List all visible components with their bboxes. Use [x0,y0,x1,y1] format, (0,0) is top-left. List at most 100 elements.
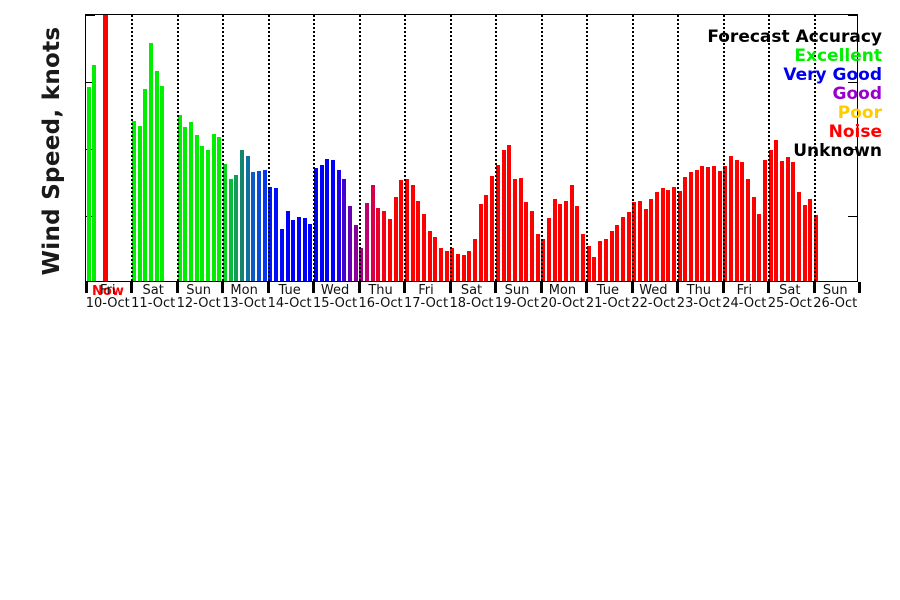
day-separator [176,15,179,281]
bar [689,172,694,281]
bar [694,169,699,281]
x-axis-day-label: Fri 17-Oct [394,284,457,311]
bar [268,187,273,281]
bar [279,229,284,281]
day-of-week: Thu [686,283,712,298]
day-separator [404,15,407,281]
x-axis-day-label: Wed 15-Oct [303,284,366,311]
bar [581,234,586,281]
bar [291,220,296,281]
day-of-week: Fri [99,283,116,298]
bar [416,200,421,281]
y-tick-10 [848,216,857,217]
day-date: 23-Oct [676,296,721,311]
day-of-week: Sun [504,283,530,298]
bar [382,210,387,281]
bar [143,88,148,281]
bar [791,161,796,281]
bar [728,156,733,281]
bar [603,238,608,281]
legend-item-very-good: Very Good [783,65,882,85]
bar [177,114,182,281]
day-separator [449,15,452,281]
day-separator [586,15,589,281]
day-separator [540,15,543,281]
bar [387,218,392,281]
day-date: 24-Oct [722,296,767,311]
x-axis-day-label: Mon 13-Oct [212,284,275,311]
plot-inner [86,15,857,281]
x-axis-day-label: Tue 21-Oct [576,284,639,311]
x-axis-tick [357,282,361,293]
day-date: 17-Oct [403,296,449,311]
bar [365,202,370,281]
bar [92,64,97,281]
x-axis-tick [221,282,225,293]
x-axis-day-label: Sun 12-Oct [167,284,230,311]
bar [740,161,745,281]
x-axis-tick [403,282,407,293]
x-axis-tick [85,282,88,293]
day-separator [631,15,634,281]
bar [228,179,233,281]
bar [541,238,546,281]
day-of-week: Tue [278,283,301,298]
day-of-week: Mon [548,283,577,298]
bar [808,198,813,281]
y-tick-20 [848,149,857,150]
bar [160,86,165,281]
day-date: 12-Oct [176,296,221,311]
x-axis-day-label: Sat 25-Oct [758,284,821,311]
bar [745,178,750,281]
x-axis-tick [130,282,134,293]
day-of-week: Sun [822,283,848,298]
bar [313,167,318,281]
x-axis-tick [266,282,270,293]
day-of-week: Fri [736,283,753,298]
bar [296,216,301,281]
legend: Forecast Accuracy Excellent Very Good Good P… [707,28,882,161]
x-axis-day-label: Mon 20-Oct [531,284,594,311]
x-axis-tick [767,282,771,293]
bar [598,241,603,281]
legend-item-noise: Noise [828,122,882,142]
bar [785,157,790,281]
bar [546,218,551,281]
bar [478,203,483,281]
legend-item-poor: Poor [837,103,882,123]
bar [632,201,637,281]
bar [370,184,375,281]
bar [274,187,279,281]
day-separator [358,15,361,281]
bar [211,133,216,281]
bar [342,179,347,281]
bar [467,250,472,281]
bar [774,139,779,281]
day-of-week: Sat [779,283,801,298]
x-axis-tick [812,282,816,293]
bar [609,230,614,281]
bar [188,121,193,281]
bar [427,230,432,281]
bar [257,171,262,281]
bar [768,150,773,281]
bar [620,217,625,281]
day-of-week: Fri [418,283,434,298]
bar [205,150,210,281]
day-separator [495,15,498,281]
bar [410,185,415,281]
bar [700,166,705,281]
bar [711,165,716,281]
bar [569,184,574,281]
bar [814,214,819,281]
day-date: 26-Oct [813,296,858,311]
bar [677,190,682,281]
day-of-week: Mon [230,283,258,298]
bar [717,171,722,281]
x-axis-tick [585,282,589,293]
legend-item-unknown: Unknown [793,141,882,161]
bar [404,179,409,281]
bar [683,177,688,281]
bar [535,234,540,281]
